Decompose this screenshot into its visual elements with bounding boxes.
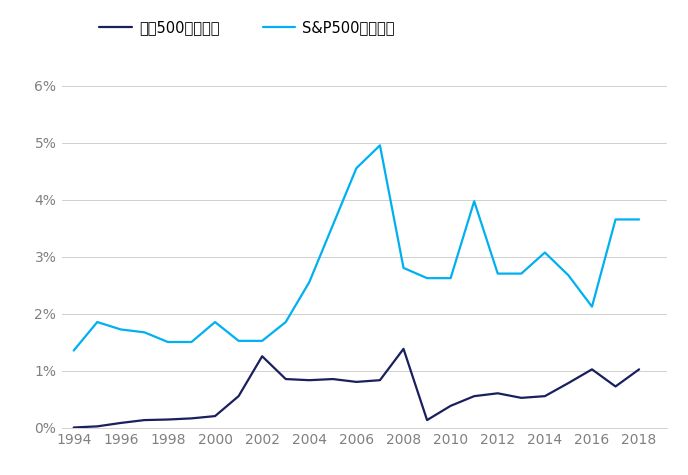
日経500採用企業 (281, 376, 290, 382)
S&P500採用企業 (305, 279, 314, 285)
S&P500採用企業 (399, 265, 407, 271)
S&P500採用企業 (612, 217, 620, 222)
日経500採用企業 (352, 379, 361, 385)
日経500採用企業 (612, 384, 620, 389)
S&P500採用企業 (470, 199, 478, 204)
S&P500採用企業 (235, 338, 243, 344)
日経500採用企業 (423, 417, 431, 423)
S&P500採用企業 (258, 338, 266, 344)
日経500採用企業 (93, 424, 101, 429)
S&P500採用企業 (187, 339, 195, 345)
S&P500採用企業 (376, 142, 384, 148)
S&P500採用企業 (493, 271, 502, 276)
S&P500採用企業 (517, 271, 526, 276)
日経500採用企業 (376, 377, 384, 383)
日経500採用企業 (117, 420, 125, 426)
日経500採用企業 (470, 393, 478, 399)
S&P500採用企業 (541, 250, 549, 256)
S&P500採用企業 (588, 304, 596, 310)
日経500採用企業 (235, 393, 243, 399)
日経500採用企業 (211, 413, 219, 419)
日経500採用企業 (140, 417, 149, 423)
日経500採用企業 (399, 346, 407, 352)
S&P500採用企業 (447, 276, 455, 281)
日経500採用企業 (541, 393, 549, 399)
日経500採用企業 (329, 376, 337, 382)
S&P500採用企業 (140, 330, 149, 335)
Line: S&P500採用企業: S&P500採用企業 (74, 145, 639, 351)
S&P500採用企業 (211, 319, 219, 325)
S&P500採用企業 (281, 319, 290, 325)
S&P500採用企業 (164, 339, 172, 345)
日経500採用企業 (258, 353, 266, 359)
S&P500採用企業 (423, 276, 431, 281)
Line: 日経500採用企業: 日経500採用企業 (74, 349, 639, 428)
日経500採用企業 (493, 390, 502, 396)
日経500採用企業 (305, 377, 314, 383)
日経500採用企業 (187, 416, 195, 421)
日経500採用企業 (447, 403, 455, 408)
日経500採用企業 (564, 380, 572, 386)
S&P500採用企業 (117, 327, 125, 332)
S&P500採用企業 (635, 217, 643, 222)
Legend: 日経500採用企業, S&P500採用企業: 日経500採用企業, S&P500採用企業 (100, 20, 395, 35)
日経500採用企業 (69, 425, 78, 430)
日経500採用企業 (164, 417, 172, 422)
S&P500採用企業 (329, 222, 337, 228)
日経500採用企業 (635, 367, 643, 372)
日経500採用企業 (517, 395, 526, 401)
S&P500採用企業 (352, 165, 361, 171)
日経500採用企業 (588, 367, 596, 372)
S&P500採用企業 (69, 348, 78, 353)
S&P500採用企業 (93, 319, 101, 325)
S&P500採用企業 (564, 273, 572, 278)
